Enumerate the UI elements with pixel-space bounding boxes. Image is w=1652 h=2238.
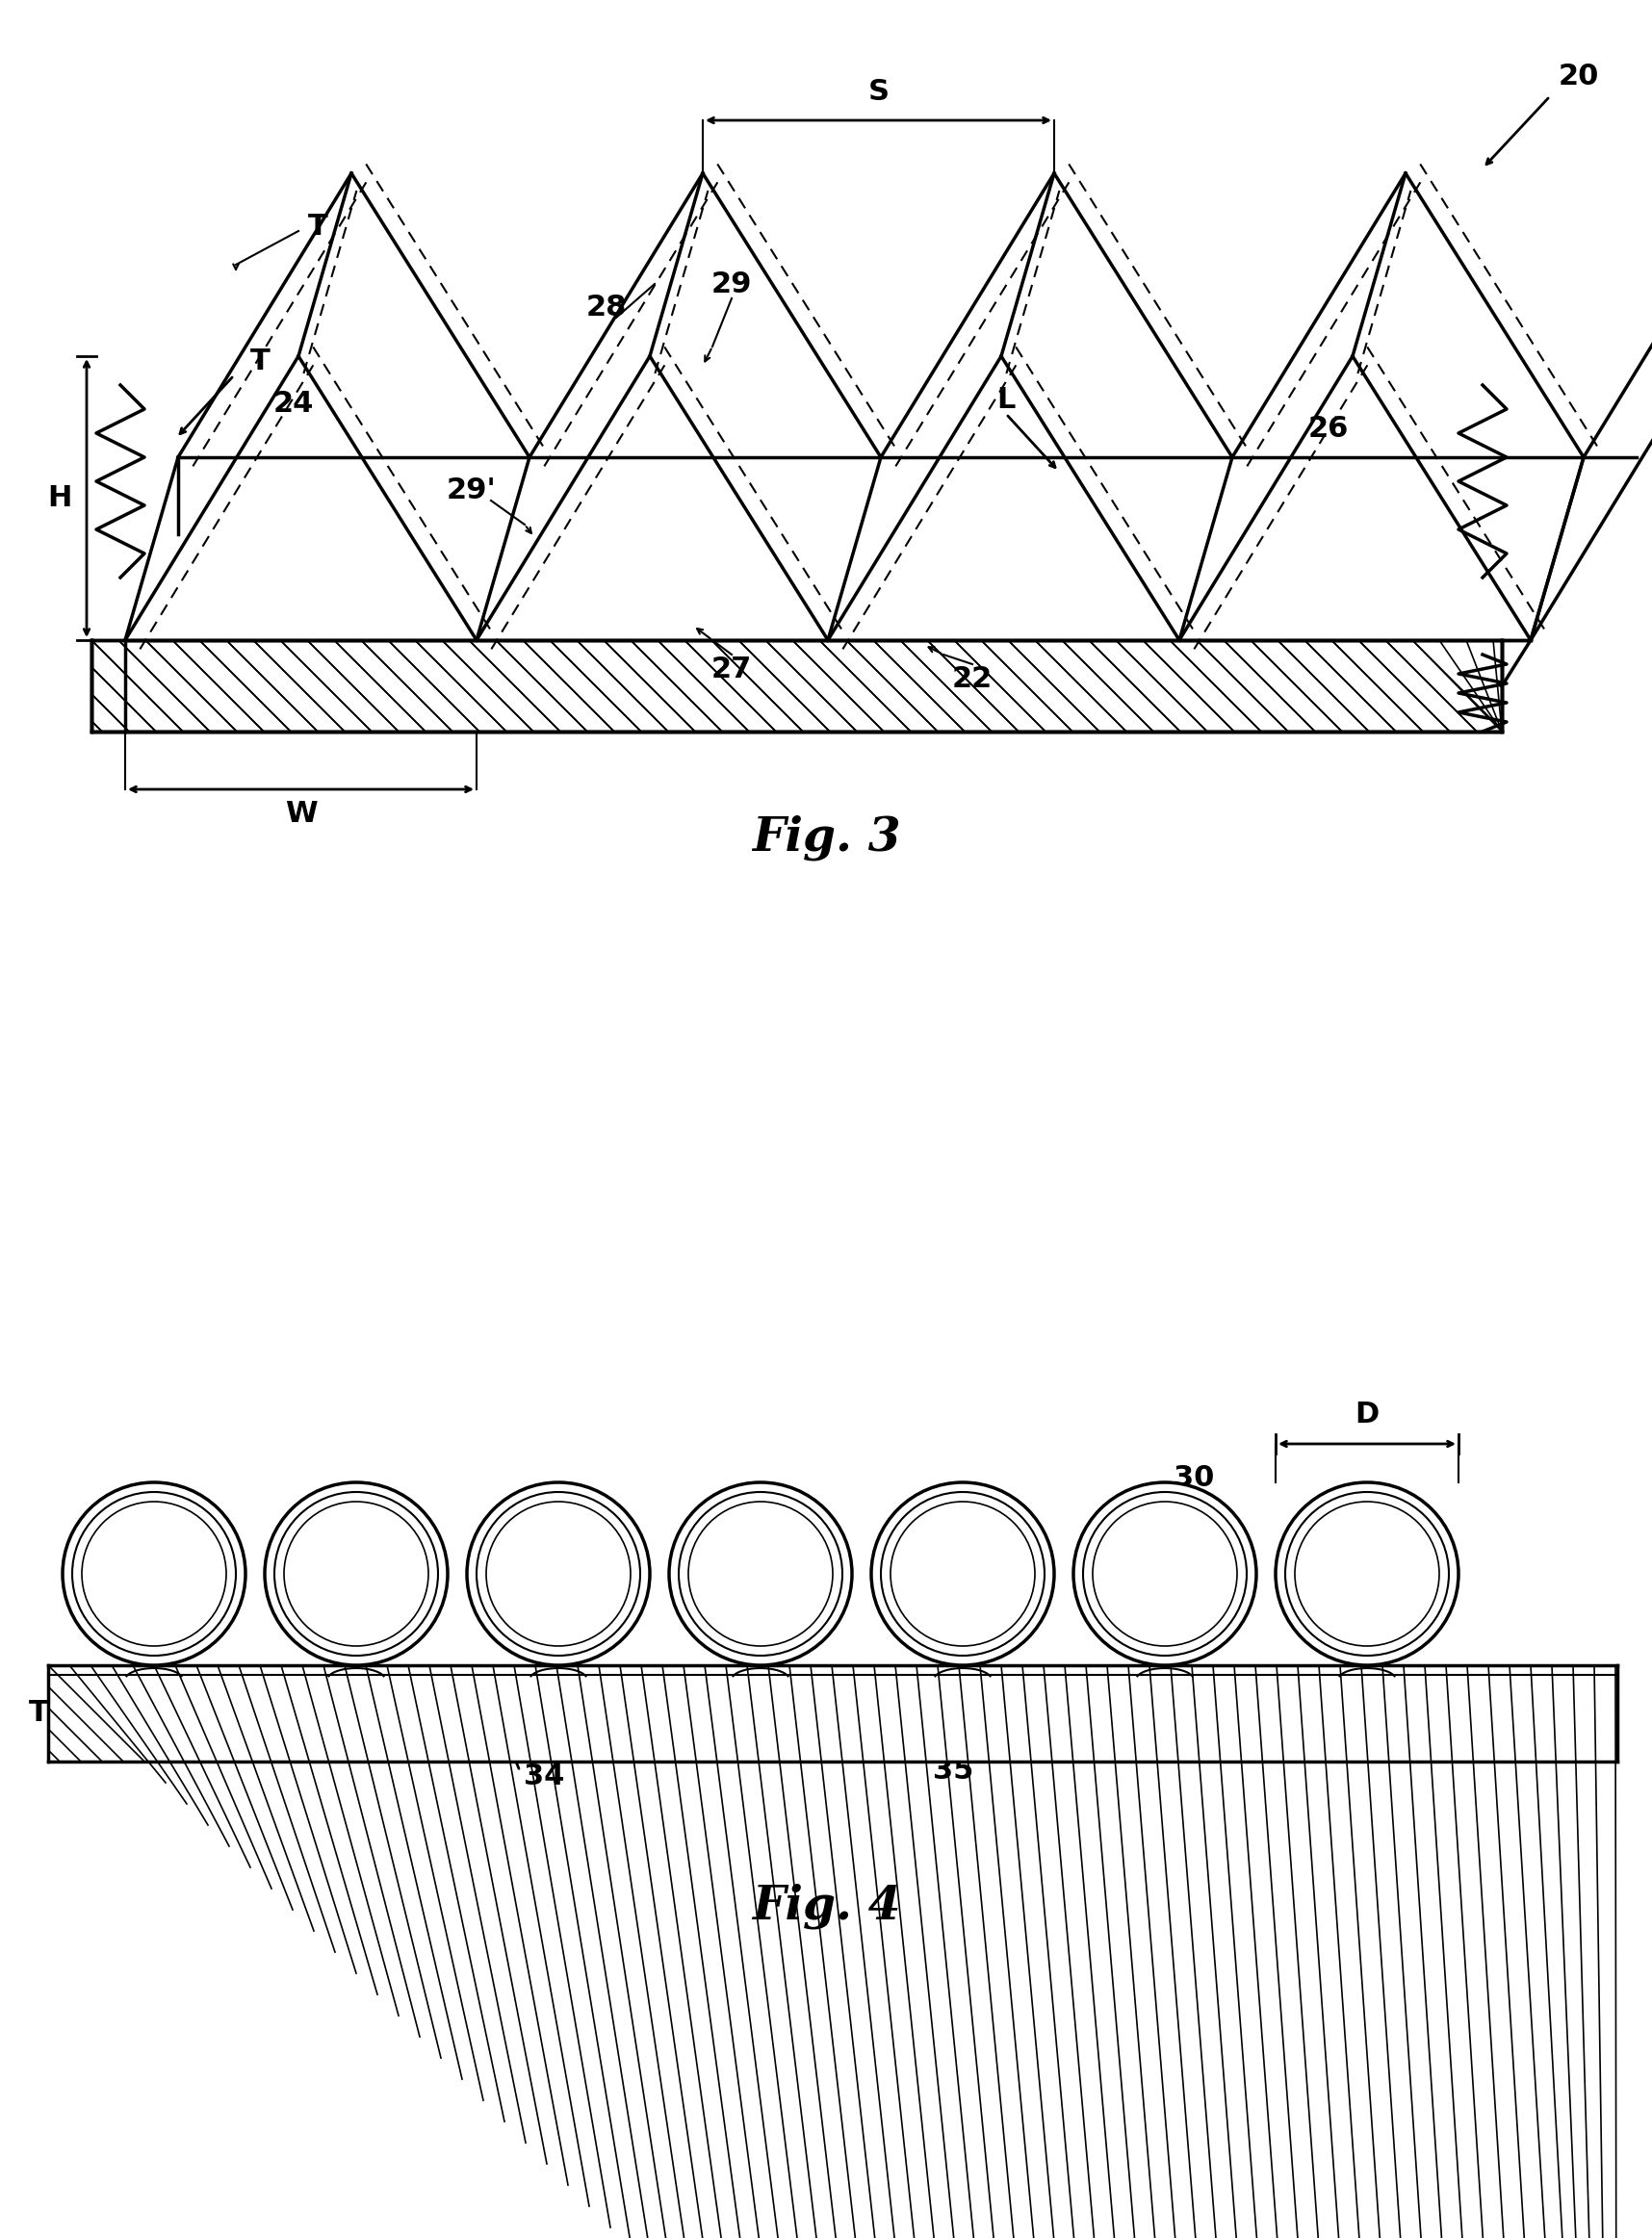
Text: Fig. 4: Fig. 4 (752, 1882, 900, 1929)
Circle shape (1074, 1482, 1256, 1665)
Text: T: T (249, 347, 269, 376)
Text: 35: 35 (933, 1757, 973, 1786)
Circle shape (63, 1482, 246, 1665)
Circle shape (871, 1482, 1054, 1665)
Circle shape (468, 1482, 649, 1665)
Text: 36: 36 (692, 1506, 733, 1535)
Text: H: H (48, 483, 73, 513)
Bar (48, 1665, 1617, 1761)
Text: D: D (1355, 1401, 1379, 1428)
Text: Fig. 3: Fig. 3 (752, 815, 900, 859)
Polygon shape (91, 640, 1502, 732)
Text: S: S (867, 78, 889, 105)
Text: 34: 34 (524, 1761, 565, 1790)
Text: 30: 30 (1173, 1464, 1214, 1491)
Text: 20: 20 (1558, 63, 1599, 92)
Text: 29': 29' (446, 477, 497, 506)
Text: W: W (284, 799, 317, 828)
Text: L: L (996, 385, 1016, 414)
Text: 26: 26 (1308, 414, 1350, 443)
Text: 22: 22 (952, 665, 993, 692)
Bar (91, 640, 1502, 732)
Text: 24: 24 (273, 389, 314, 419)
Text: 28: 28 (586, 293, 626, 322)
Circle shape (669, 1482, 852, 1665)
Circle shape (264, 1482, 448, 1665)
Text: T: T (28, 1699, 48, 1728)
Text: T: T (307, 213, 327, 239)
Text: 29: 29 (712, 271, 752, 298)
Text: 27: 27 (712, 656, 752, 683)
Text: 32: 32 (139, 1728, 178, 1757)
Circle shape (1275, 1482, 1459, 1665)
